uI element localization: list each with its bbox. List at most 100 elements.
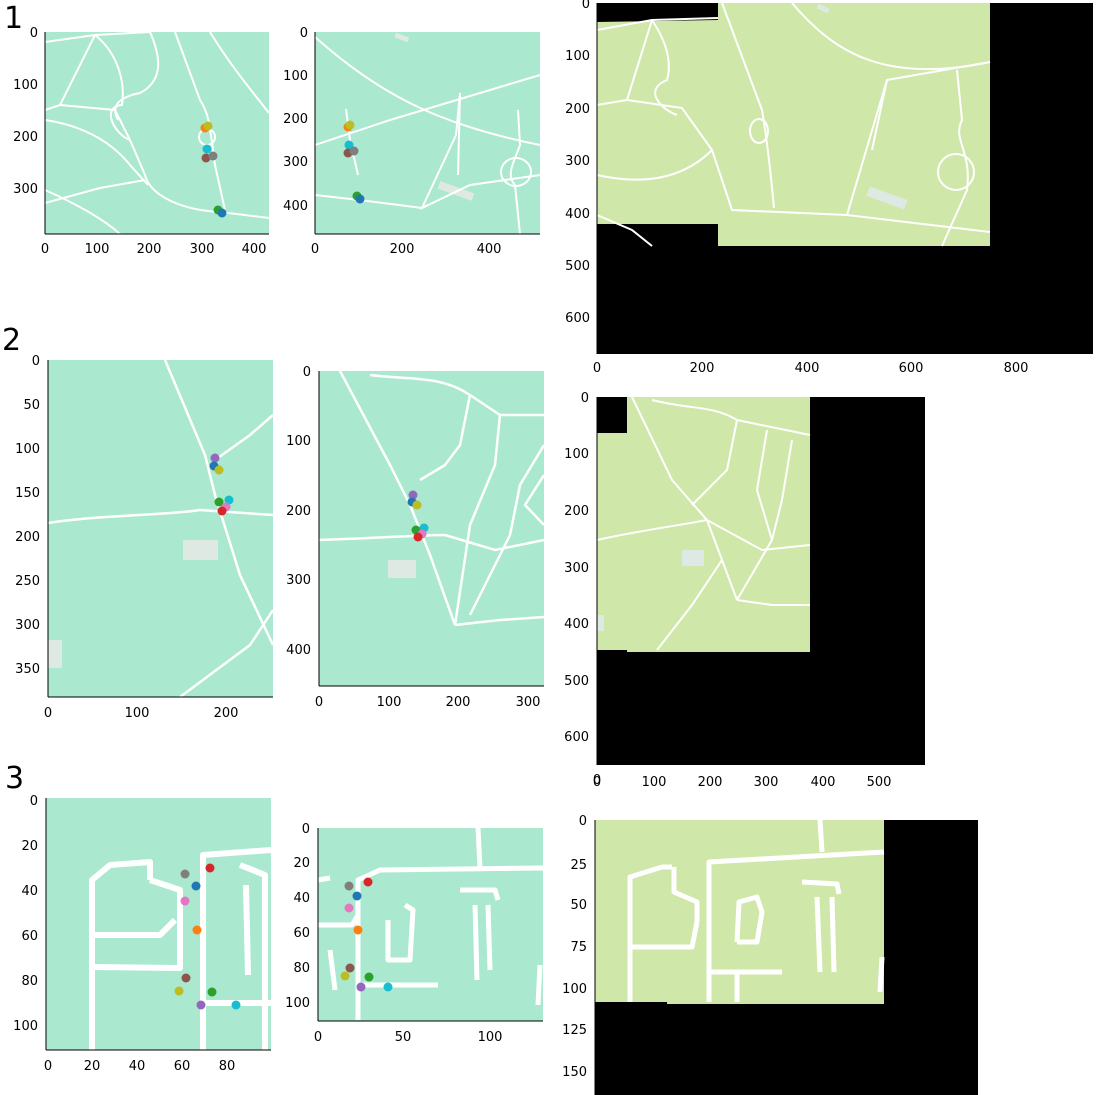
x-tick: 20 [84,1059,101,1074]
y-tick: 0 [300,26,308,41]
x-axis-ticks: 0 100 200 300 [315,695,541,710]
y-tick: 50 [23,398,40,413]
y-axis-ticks: 0 20 40 60 80 100 [285,822,310,1011]
row-1-map-b: 0 100 200 300 400 0 200 400 [283,26,541,257]
y-tick: 0 [582,0,590,12]
y-tick: 200 [565,102,590,117]
row-2-satellite: 0 100 200 300 400 500 600 0 [564,391,925,788]
y-tick: 150 [15,486,40,501]
x-tick: 500 [867,775,892,790]
y-tick: 100 [283,69,308,84]
y-tick: 40 [21,884,38,899]
y-tick: 20 [293,856,310,871]
y-tick: 300 [286,573,311,588]
row-2-satellite-x-axis: 0 100 200 300 400 500 [593,775,892,790]
y-tick: 100 [564,447,589,462]
x-axis-ticks: 0 100 200 300 400 [41,242,267,257]
y-tick: 80 [293,961,310,976]
y-tick: 300 [283,155,308,170]
x-tick: 0 [314,1030,322,1045]
y-axis-ticks: 0 100 200 300 [13,26,38,197]
y-tick: 100 [15,442,40,457]
x-tick: 300 [516,695,541,710]
y-tick: 80 [21,974,38,989]
x-tick: 0 [41,242,49,257]
y-tick: 100 [565,49,590,64]
x-tick: 200 [698,775,723,790]
y-tick: 400 [283,199,308,214]
y-tick: 200 [283,112,308,127]
x-tick: 100 [377,695,402,710]
y-tick: 200 [13,130,38,145]
x-tick: 400 [811,775,836,790]
y-tick: 600 [564,730,589,745]
y-tick: 100 [13,78,38,93]
x-tick: 0 [311,242,319,257]
y-axis-ticks: 0 50 100 150 200 250 300 350 [15,354,40,677]
y-tick: 350 [15,662,40,677]
row-2-map-b: 0 100 200 300 400 0 100 200 300 [286,365,546,710]
x-tick: 400 [477,242,502,257]
x-tick: 100 [478,1030,503,1045]
x-axis-ticks: 0 100 200 [44,706,239,721]
y-tick: 100 [285,996,310,1011]
x-axis-ticks: 0 50 100 [314,1030,503,1045]
markers [200,121,227,218]
x-axis-ticks: 0 200 400 600 800 [593,361,1029,376]
x-tick: 100 [85,242,110,257]
y-tick: 100 [13,1019,38,1034]
y-tick: 400 [286,643,311,658]
x-tick: 80 [219,1059,236,1074]
x-tick: 200 [690,361,715,376]
y-tick: 50 [570,898,587,913]
y-tick: 300 [13,182,38,197]
y-tick: 25 [570,858,587,873]
markers [343,120,365,204]
x-tick: 200 [446,695,471,710]
x-tick: 200 [390,242,415,257]
markers [174,863,241,1010]
x-tick: 100 [642,775,667,790]
y-tick: 75 [570,940,587,955]
y-axis-ticks: 0 100 200 300 400 500 600 [564,391,589,745]
x-tick: 600 [899,361,924,376]
y-tick: 200 [564,504,589,519]
markers [407,490,429,542]
y-tick: 300 [15,618,40,633]
markers [209,453,234,516]
y-tick: 100 [562,982,587,997]
row-1-label: 1 [4,1,24,36]
markers [340,877,393,992]
y-axis-ticks: 0 25 50 75 100 125 150 [562,814,587,1080]
row-3-map-a: 0 20 40 60 80 100 0 20 40 60 80 [13,794,272,1074]
y-tick: 500 [565,259,590,274]
x-tick: 200 [137,242,162,257]
x-axis-ticks: 0 [593,773,601,788]
x-tick: 400 [242,242,267,257]
x-tick: 60 [174,1059,191,1074]
x-tick: 400 [795,361,820,376]
x-tick: 40 [129,1059,146,1074]
x-tick: 0 [315,695,323,710]
y-tick: 200 [286,504,311,519]
y-tick: 0 [30,26,38,41]
y-tick: 0 [579,814,587,829]
y-axis-ticks: 0 100 200 300 400 500 600 [565,0,590,326]
x-tick: 0 [593,361,601,376]
y-tick: 0 [32,354,40,369]
x-tick: 300 [754,775,779,790]
y-tick: 60 [21,929,38,944]
x-tick: 800 [1004,361,1029,376]
row-3-map-b: 0 20 40 60 80 100 0 50 100 [285,822,544,1045]
x-axis-ticks: 0 200 400 [311,242,502,257]
x-tick: 200 [214,706,239,721]
y-tick: 300 [564,561,589,576]
y-tick: 125 [562,1023,587,1038]
x-tick: 0 [593,775,601,790]
y-tick: 40 [293,891,310,906]
row-1-satellite: 0 100 200 300 400 500 600 0 200 400 600 … [565,0,1093,376]
y-tick: 300 [565,154,590,169]
row-3-label: 3 [5,761,25,796]
y-tick: 400 [565,207,590,222]
x-tick: 300 [190,242,215,257]
